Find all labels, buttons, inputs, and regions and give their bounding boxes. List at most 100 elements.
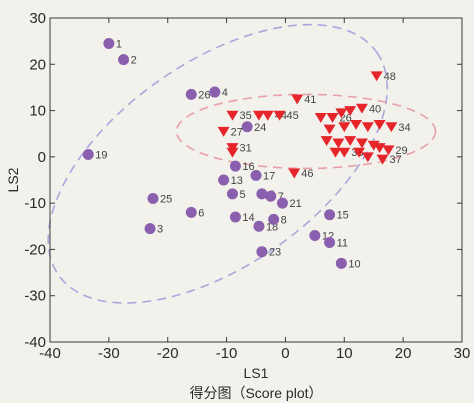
circle-point [250,169,262,181]
circle-point [82,149,94,161]
triangle-point [338,147,351,158]
circle-point [229,211,241,223]
point-label: 48 [384,71,396,83]
x-axis-label: LS1 [244,365,269,381]
y-tick-label: -30 [24,288,46,305]
triangle-point [261,110,274,121]
point-label: 31 [239,143,251,155]
point-label: 6 [198,207,204,219]
x-tick-label: -40 [39,345,61,362]
circle-point [103,37,115,49]
triangle-point [338,122,351,133]
triangle-point [323,124,336,135]
triangle-point [226,147,239,158]
x-tick-label: 0 [281,345,289,362]
circle-point [256,246,268,258]
point-label: 27 [231,126,243,138]
y-tick-label: 0 [38,149,46,166]
point-label: 14 [242,212,254,224]
triangle-point [332,138,345,149]
circle-point [147,193,159,205]
point-label: 4 [222,87,228,99]
point-label: 13 [231,175,243,187]
triangle-point [376,154,389,165]
point-label: 46 [301,168,313,180]
x-tick-label: 20 [395,345,412,362]
circle-point [185,206,197,218]
triangle-point [382,145,395,156]
point-label: 11 [337,237,348,249]
circle-point [209,86,221,98]
triangle-point [326,113,339,123]
circle-point [265,190,277,202]
y-tick-label: -40 [24,334,46,351]
triangle-point [288,168,301,179]
circle-point [324,236,336,248]
y-tick-label: -10 [24,195,46,212]
triangle-point [370,71,383,82]
circle-point [226,188,238,200]
x-tick-label: -30 [98,345,120,362]
triangle-point [373,119,386,130]
circle-point [229,160,241,172]
circle-point [256,188,268,200]
point-label: 37 [390,154,402,166]
circle-point [185,88,197,100]
point-label: 29 [395,145,407,157]
point-label: 3 [157,224,163,236]
dashed-ellipse-2 [175,93,437,170]
triangle-point [273,110,286,121]
point-label: 8 [281,214,287,226]
circle-point [218,174,230,186]
point-label: 26 [198,89,210,101]
point-label: 41 [304,94,316,106]
triangle-point [226,110,239,121]
point-label: 1 [116,38,122,50]
point-label: 40 [369,103,381,115]
triangle-point [314,113,327,123]
triangle-point [252,110,265,121]
circle-point [118,54,130,66]
point-label: 25 [160,194,172,206]
triangle-point [344,136,357,147]
triangle-point [335,108,348,119]
point-label: 21 [289,198,301,210]
point-label: 17 [263,170,275,182]
dashed-ellipse-1 [47,23,389,304]
triangle-point [353,147,365,158]
plot-area-frame [49,17,463,343]
point-label: 10 [348,258,360,270]
axis-ticks: -40 -30 -20 -10 0 10 20 30 -40 -30 -20 -10 0 10 20 30 [24,10,470,362]
data-points: 1226419256324161351797211418823151211104… [82,37,411,270]
triangle-point [291,94,304,105]
point-label: 35 [239,110,251,122]
x-tick-label: -10 [216,345,238,362]
point-label: 7 [278,191,284,203]
triangle-point [361,122,374,133]
x-tick-label: -20 [157,345,179,362]
chart-caption: 得分图（Score plot） [189,385,322,401]
point-label: 34 [398,122,410,134]
triangle-point [217,126,230,137]
confidence-ellipses [47,23,437,304]
triangle-point [361,152,374,163]
triangle-point [355,103,368,114]
circle-point [144,223,156,235]
point-label: 15 [337,210,349,222]
y-axis-label: LS2 [5,167,21,192]
y-tick-label: -20 [24,241,46,258]
point-label: 16 [242,161,254,173]
y-tick-label: 30 [29,10,46,27]
y-tick-label: 10 [29,103,46,120]
circle-point [276,197,288,209]
triangle-point [344,106,357,116]
circle-point [335,257,347,269]
circle-point [241,121,253,133]
point-label: 19 [95,150,107,162]
point-label: 2 [131,55,137,67]
point-label: 5 [239,189,245,201]
triangle-point [355,138,368,149]
y-tick-label: 20 [29,56,46,73]
